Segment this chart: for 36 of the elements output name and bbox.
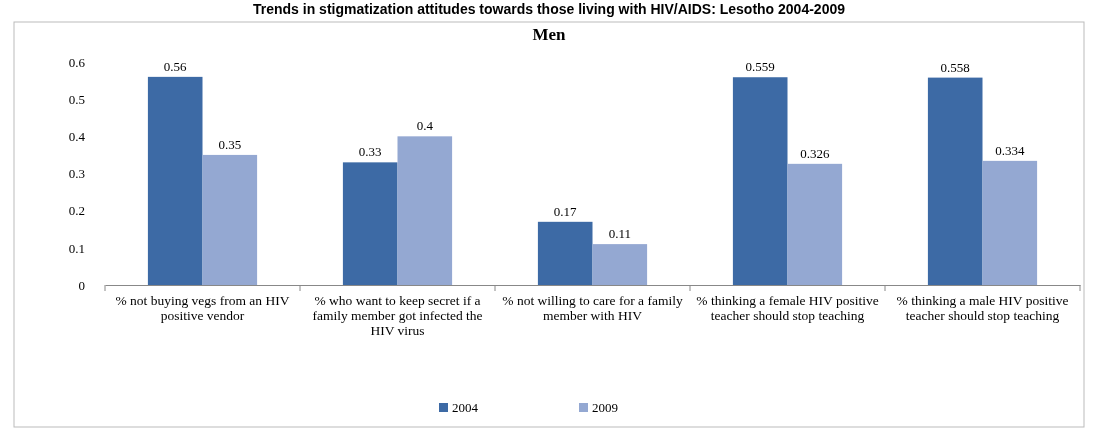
chart-subtitle: Men [532,25,567,44]
x-tick-label: % thinking a female HIV positive teacher should stop teaching [696,293,879,323]
bar [787,163,843,285]
x-tick-label: % not willing to care for a family member with HIV [502,293,683,323]
data-label: 0.56 [163,58,188,74]
x-tick-label: % thinking a male HIV positive teacher should stop teaching [896,293,1069,323]
bar [732,77,788,285]
bar [927,77,983,285]
y-tick-label: 0 [78,277,85,293]
bar [202,154,258,285]
bar [397,136,453,285]
data-label: 0.558 [940,59,970,75]
data-label: 0.17 [553,203,578,219]
bar [342,162,398,285]
legend-label: 2009 [592,400,618,415]
y-tick-label: 0.1 [68,240,85,256]
y-tick-label: 0.3 [68,166,85,182]
data-label: 0.334 [995,142,1025,158]
legend-label: 2004 [452,400,479,415]
data-label: 0.559 [745,59,775,75]
data-label: 0.4 [416,118,434,134]
x-tick-label: % who want to keep secret if a family member got infected the HIV virus [312,293,483,338]
y-tick-label: 0.6 [68,54,86,70]
y-tick-label: 0.2 [68,203,85,219]
data-label: 0.35 [218,136,242,152]
x-tick-label: % not buying vegs from an HIV positive vendor [115,293,290,323]
chart-title: Trends in stigmatization attitudes towards those living with HIV/AIDS: Lesotho 2004-2009 [253,1,846,17]
bar [537,221,593,285]
data-label: 0.33 [358,144,382,160]
data-label: 0.11 [608,226,631,242]
y-tick-label: 0.5 [68,91,85,107]
bar [592,244,648,285]
y-tick-label: 0.4 [68,128,86,144]
data-label: 0.326 [800,145,830,161]
bar [982,160,1038,285]
bar [147,76,203,285]
